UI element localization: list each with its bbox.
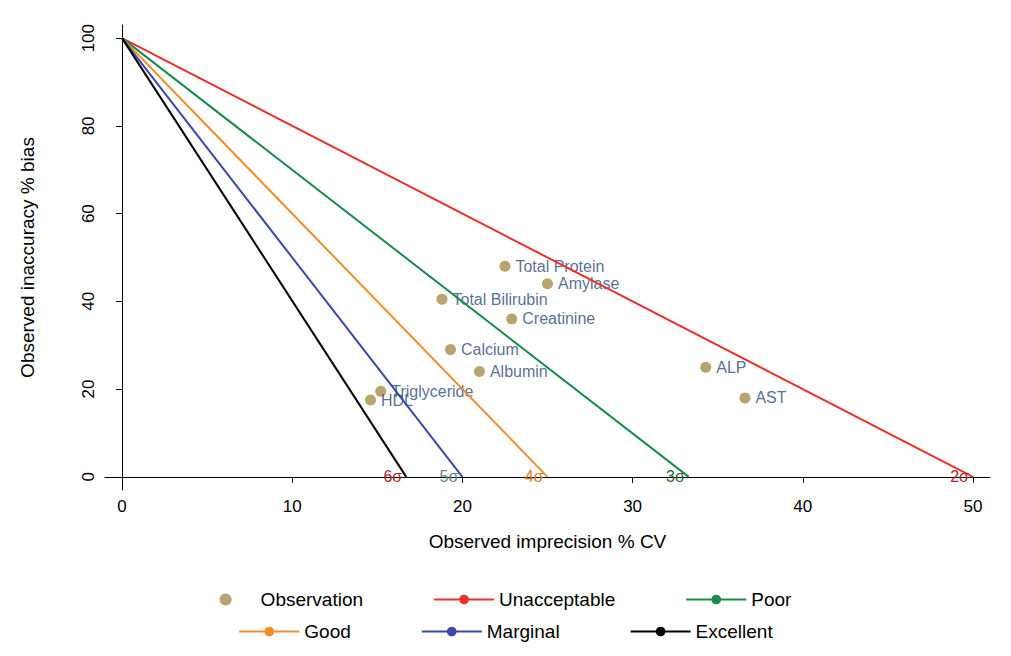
svg-text:Good: Good <box>304 621 350 642</box>
svg-text:Creatinine: Creatinine <box>522 310 595 327</box>
svg-text:2σ: 2σ <box>950 468 969 485</box>
svg-text:AST: AST <box>755 389 786 406</box>
svg-text:Calcium: Calcium <box>461 341 519 358</box>
svg-text:20: 20 <box>453 497 472 516</box>
svg-text:Albumin: Albumin <box>490 363 548 380</box>
svg-text:HDL: HDL <box>381 391 413 409</box>
svg-text:40: 40 <box>79 292 98 311</box>
svg-text:100: 100 <box>79 24 98 52</box>
svg-text:50: 50 <box>964 497 983 516</box>
svg-text:Marginal: Marginal <box>487 621 560 642</box>
svg-text:0: 0 <box>79 472 98 481</box>
svg-text:Observation: Observation <box>261 589 363 610</box>
svg-text:Total Bilirubin: Total Bilirubin <box>452 290 548 308</box>
svg-text:20: 20 <box>79 380 98 399</box>
svg-text:Excellent: Excellent <box>696 621 774 642</box>
svg-text:Triglyceride: Triglyceride <box>391 382 474 400</box>
svg-text:40: 40 <box>793 497 812 516</box>
svg-text:Observed inaccuracy % bias: Observed inaccuracy % bias <box>17 137 38 378</box>
svg-text:ALP: ALP <box>716 359 746 376</box>
svg-text:0: 0 <box>117 497 126 516</box>
svg-text:5σ: 5σ <box>440 468 459 485</box>
svg-text:3σ: 3σ <box>666 468 685 485</box>
svg-text:4σ: 4σ <box>525 468 544 485</box>
svg-text:Total Protein: Total Protein <box>515 258 604 275</box>
svg-text:60: 60 <box>79 204 98 223</box>
svg-text:Unacceptable: Unacceptable <box>499 589 615 610</box>
svg-text:30: 30 <box>623 497 642 516</box>
svg-text:Poor: Poor <box>751 589 792 610</box>
svg-text:10: 10 <box>283 497 302 516</box>
svg-text:80: 80 <box>79 116 98 135</box>
svg-text:Observed imprecision % CV: Observed imprecision % CV <box>429 531 667 552</box>
svg-text:Amylase: Amylase <box>558 275 620 293</box>
svg-text:6σ: 6σ <box>383 468 402 485</box>
